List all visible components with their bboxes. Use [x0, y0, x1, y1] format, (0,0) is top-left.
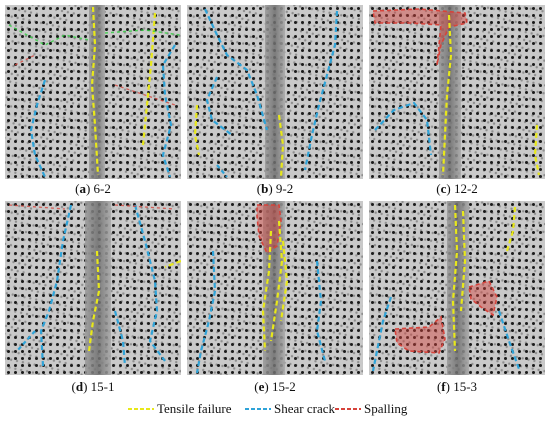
- caption-e: (e) 15-2: [254, 379, 296, 394]
- blue-dash-line-icon: [245, 408, 271, 410]
- legend-shear-crack: Shear crack: [245, 398, 335, 420]
- tensile-crack: [533, 124, 541, 176]
- tensile-crack: [451, 204, 459, 352]
- legend: Tensile failure Shear crack Spalling: [0, 398, 550, 420]
- shear-crack: [113, 310, 127, 367]
- shear-crack: [497, 310, 521, 370]
- shear-crack: [216, 164, 228, 178]
- tensile-crack: [441, 14, 453, 176]
- shear-crack: [204, 8, 269, 131]
- tensile-crack: [505, 206, 517, 252]
- shear-crack: [161, 44, 176, 178]
- panel-f-photo: [369, 201, 545, 375]
- tensile-crack: [279, 240, 289, 322]
- shear-crack: [315, 260, 327, 362]
- tensile-crack: [87, 250, 101, 352]
- tensile-crack: [277, 114, 285, 178]
- shear-crack: [16, 330, 36, 352]
- tensile-crack: [90, 6, 100, 176]
- panel-d-photo: [5, 201, 181, 375]
- caption-c: (c) 12-2: [436, 181, 478, 196]
- legend-tensile-failure: Tensile failure: [128, 398, 232, 420]
- spalling-trace: [8, 204, 176, 210]
- panel-c-photo: [369, 5, 545, 179]
- caption-b: (b) 9-2: [256, 181, 294, 196]
- shear-crack: [195, 250, 217, 374]
- spalling-area: [394, 315, 446, 354]
- tensile-crack: [164, 259, 181, 269]
- spalling-trace: [14, 54, 176, 106]
- tensile-crack: [269, 220, 284, 342]
- shear-crack: [303, 10, 339, 171]
- joint-strip: [263, 201, 285, 375]
- joint-strip: [265, 5, 285, 179]
- tensile-crack: [459, 210, 467, 312]
- legend-spalling: Spalling: [335, 398, 407, 420]
- spalling-area: [372, 8, 468, 66]
- joint-strip: [447, 201, 469, 375]
- tensile-crack: [193, 104, 201, 156]
- shear-crack: [29, 79, 47, 178]
- joint-strip: [89, 5, 105, 179]
- caption-a: (a) 6-2: [75, 181, 111, 196]
- yellow-dash-line-icon: [128, 408, 154, 410]
- caption-f: (f) 15-3: [436, 379, 478, 394]
- shear-crack: [205, 76, 233, 136]
- tensile-crack: [141, 12, 157, 146]
- shear-crack: [371, 296, 393, 372]
- shear-crack: [374, 101, 433, 156]
- panel-a-photo: [5, 5, 181, 179]
- secondary-crack: [8, 24, 181, 46]
- spalling-area: [256, 204, 282, 255]
- red-dash-line-icon: [335, 408, 361, 410]
- panel-b-photo: [187, 5, 363, 179]
- joint-strip: [85, 201, 111, 375]
- shear-crack: [39, 204, 73, 367]
- tensile-crack: [261, 230, 273, 352]
- spalling-area: [468, 280, 498, 317]
- caption-d: (d) 15-1: [71, 379, 115, 394]
- panel-e-photo: [187, 201, 363, 375]
